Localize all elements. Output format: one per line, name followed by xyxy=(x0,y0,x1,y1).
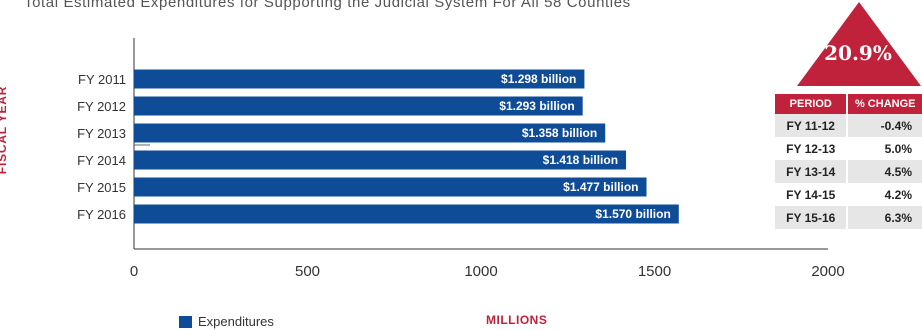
y-axis-title: FISCAL YEAR xyxy=(0,85,9,175)
bar xyxy=(134,123,606,143)
bar-value-label: $1.477 billion xyxy=(563,180,638,194)
bar-group: FY 2011 $1.298 billion FY 2012 $1.293 billi… xyxy=(77,69,679,224)
legend-label: Expenditures xyxy=(198,314,274,329)
change-header: % CHANGE xyxy=(846,94,922,114)
table-row: FY 15-16 6.3% xyxy=(775,206,922,229)
chart-title: Total Estimated Expenditures for Support… xyxy=(24,0,631,11)
table-row: FY 14-15 4.2% xyxy=(775,183,922,206)
legend-swatch xyxy=(179,315,192,328)
period-cell: FY 13-14 xyxy=(775,160,847,183)
bar-value-label: $1.293 billion xyxy=(499,99,574,113)
change-cell: -0.4% xyxy=(846,114,922,137)
x-tick-group: 0 500 1000 1500 2000 xyxy=(130,263,845,280)
x-tick-label: 1500 xyxy=(638,263,671,280)
change-cell: 5.0% xyxy=(846,137,922,160)
period-cell: FY 11-12 xyxy=(775,114,847,137)
legend: Expenditures xyxy=(179,314,274,329)
table-row: FY 11-12 -0.4% xyxy=(775,114,922,137)
change-table: PERIOD % CHANGE FY 11-12 -0.4% FY 12-13 … xyxy=(775,94,922,229)
category-label: FY 2012 xyxy=(77,99,126,114)
category-label: FY 2015 xyxy=(77,180,126,195)
total-change-callout: 20.9% xyxy=(824,41,892,65)
callout-triangle xyxy=(797,2,921,86)
bar-value-label: $1.418 billion xyxy=(543,153,618,167)
bar xyxy=(134,150,627,170)
period-cell: FY 12-13 xyxy=(786,141,836,156)
period-cell: FY 14-15 xyxy=(786,187,836,202)
x-tick-label: 500 xyxy=(295,263,320,280)
bar-value-label: $1.358 billion xyxy=(522,126,597,140)
bar xyxy=(134,204,679,224)
bar xyxy=(134,177,647,197)
category-label: FY 2011 xyxy=(78,72,126,87)
bar xyxy=(134,69,585,89)
category-label: FY 2013 xyxy=(77,126,126,141)
change-cell: 6.3% xyxy=(846,206,922,229)
table-row: FY 12-13 5.0% xyxy=(775,137,922,160)
period-header: PERIOD xyxy=(775,94,847,114)
x-tick-label: 2000 xyxy=(811,263,844,280)
x-axis-title: MILLIONS xyxy=(486,313,548,327)
bar xyxy=(134,96,583,116)
category-label: FY 2014 xyxy=(77,153,126,168)
category-label: FY 2016 xyxy=(77,207,126,222)
change-cell: 4.2% xyxy=(846,183,922,206)
period-cell: FY 15-16 xyxy=(775,206,847,229)
bar-value-label: $1.570 billion xyxy=(595,207,670,221)
table-row: FY 13-14 4.5% xyxy=(775,160,922,183)
change-cell: 4.5% xyxy=(846,160,922,183)
bar-value-label: $1.298 billion xyxy=(501,72,576,86)
x-tick-label: 1000 xyxy=(464,263,497,280)
x-tick-label: 0 xyxy=(130,263,138,280)
